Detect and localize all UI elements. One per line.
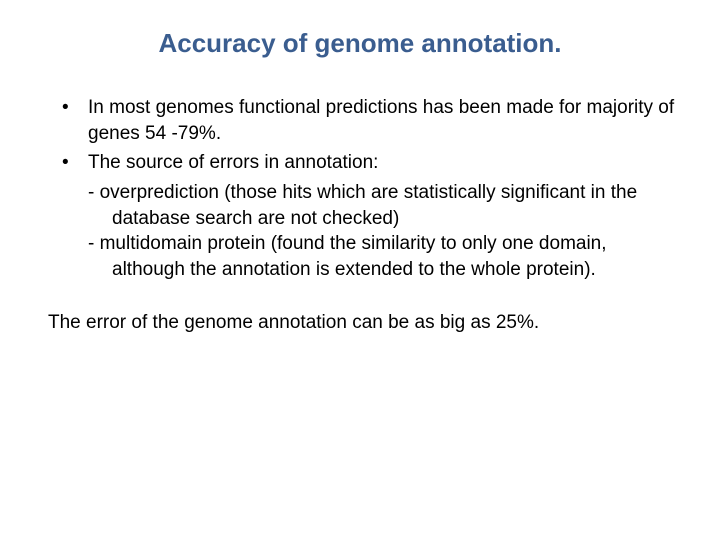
bullet-list: In most genomes functional predictions h…	[40, 95, 680, 282]
sub-bullet: - overprediction (those hits which are s…	[40, 180, 680, 231]
bullet-item: The source of errors in annotation:	[40, 150, 680, 176]
bullet-item: In most genomes functional predictions h…	[40, 95, 680, 146]
slide-title: Accuracy of genome annotation.	[40, 28, 680, 59]
sub-bullet: - multidomain protein (found the similar…	[40, 231, 680, 282]
closing-statement: The error of the genome annotation can b…	[40, 310, 680, 336]
